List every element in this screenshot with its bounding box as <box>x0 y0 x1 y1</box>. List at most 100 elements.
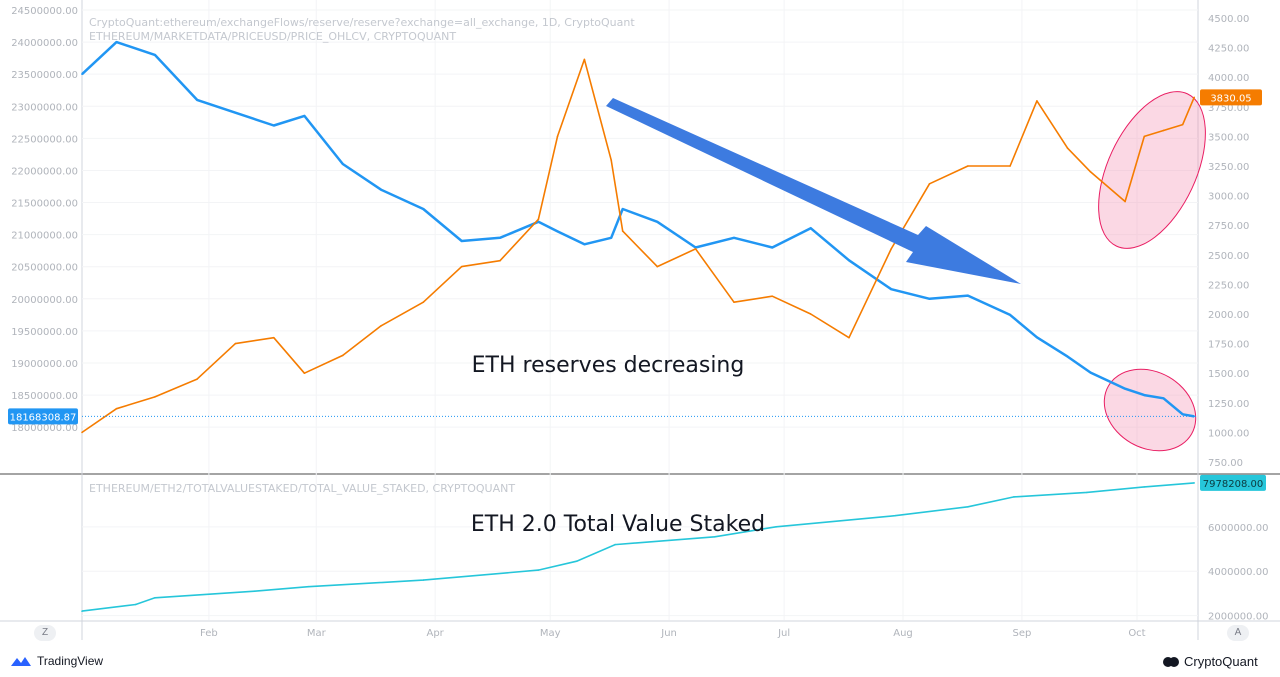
price-point <box>1124 200 1126 203</box>
price-point <box>848 336 850 339</box>
price-point <box>967 165 969 167</box>
price-point <box>928 182 931 185</box>
price-point <box>422 301 425 303</box>
price-point <box>771 295 774 298</box>
tradingview-label: TradingView <box>37 654 104 668</box>
reserve-point <box>694 246 697 249</box>
reserve-point <box>341 163 344 165</box>
reserve-point <box>967 294 969 297</box>
left-tick-label: 20500000.00 <box>11 263 78 274</box>
reserve-point <box>1181 413 1184 416</box>
price-point <box>460 265 463 268</box>
staked-point <box>894 514 896 517</box>
right-tick-label: 4250.00 <box>1208 44 1249 55</box>
reserve-point <box>771 246 774 249</box>
price-point <box>733 301 735 303</box>
reserve-point <box>303 115 306 117</box>
reserve-last-value-tag <box>8 408 78 425</box>
reserve-point <box>1009 314 1011 316</box>
reserve-point <box>656 220 659 223</box>
left-tick-label: 19500000.00 <box>11 327 78 338</box>
zoom-reset-button[interactable]: Z <box>34 625 56 641</box>
reserve-point <box>610 237 613 239</box>
price-point <box>272 336 275 339</box>
price-point <box>81 431 83 434</box>
staked-tick-label: 4000000.00 <box>1208 567 1268 578</box>
staked-tick-label: 6000000.00 <box>1208 523 1268 534</box>
staked-point <box>1013 496 1015 498</box>
staked-point <box>134 603 137 606</box>
reserve-point <box>556 230 559 233</box>
price-point <box>809 313 812 315</box>
watermark-text: ETHEREUM/MARKETDATA/PRICEUSD/PRICE_OHLCV… <box>89 30 456 43</box>
price-point <box>583 58 586 61</box>
staked-point <box>575 560 578 563</box>
right-tick-label: 2750.00 <box>1208 221 1249 232</box>
left-tick-label: 22500000.00 <box>11 134 78 145</box>
tradingview-logo-icon <box>11 657 31 666</box>
right-tick-label: 2000.00 <box>1208 310 1249 321</box>
left-tick-label: 20000000.00 <box>11 295 78 306</box>
cryptoquant-logo-icon <box>1163 656 1179 667</box>
price-point <box>556 135 559 138</box>
reserve-point <box>272 124 275 127</box>
right-tick-label: 3000.00 <box>1208 192 1249 203</box>
reserve-point <box>733 237 735 239</box>
x-tick-label: Apr <box>426 628 444 639</box>
left-tick-label: 23000000.00 <box>11 102 78 113</box>
price-point <box>1036 100 1038 102</box>
cryptoquant-label: CryptoQuant <box>1184 654 1258 669</box>
right-tick-label: 3750.00 <box>1208 103 1249 114</box>
x-tick-label: Aug <box>893 628 913 639</box>
staked-point <box>713 535 716 538</box>
price-point <box>1143 135 1146 138</box>
staked-point <box>967 506 969 508</box>
left-tick-label: 18500000.00 <box>11 391 78 402</box>
trend-arrow <box>606 98 1021 284</box>
staked-point <box>1143 486 1146 488</box>
x-tick-label: Oct <box>1128 628 1145 639</box>
price-last-value-text: 3830.05 <box>1210 93 1251 104</box>
reserve-point <box>154 54 156 56</box>
price-point <box>1193 96 1195 99</box>
staked-line[interactable] <box>81 482 1195 612</box>
x-tick-label: Feb <box>200 628 218 639</box>
price-point <box>499 259 501 262</box>
reserve-point <box>196 99 198 101</box>
price-point <box>610 159 613 161</box>
tradingview-brand: TradingView <box>10 654 103 668</box>
reserve-point <box>1162 397 1165 400</box>
right-tick-label: 4000.00 <box>1208 73 1249 84</box>
price-point <box>537 218 540 221</box>
right-tick-label: 4500.00 <box>1208 14 1249 25</box>
staked-tick-label: 2000000.00 <box>1208 612 1268 623</box>
staked-point <box>154 597 156 599</box>
reserve-point <box>234 111 237 114</box>
staked-point <box>253 590 256 592</box>
reserve-point <box>848 259 850 262</box>
reserve-point <box>81 73 83 75</box>
x-tick-label: Sep <box>1012 628 1031 639</box>
reserve-point <box>1124 387 1126 390</box>
watermark-text: CryptoQuant:ethereum/exchangeFlows/reser… <box>89 16 635 29</box>
reserve-highlight-ellipse <box>1103 368 1197 452</box>
staked-point <box>614 543 616 546</box>
watermark-text: ETHEREUM/ETH2/TOTALVALUESTAKED/TOTAL_VAL… <box>89 482 515 495</box>
staked-point <box>1193 482 1195 484</box>
reserve-point <box>809 227 812 230</box>
price-point <box>694 248 697 250</box>
price-point <box>380 325 382 327</box>
left-tick-label: 24000000.00 <box>11 38 78 49</box>
right-tick-label: 3500.00 <box>1208 132 1249 143</box>
staked-last-value-text: 7978208.00 <box>1203 479 1263 490</box>
auto-scale-button[interactable]: A <box>1227 625 1249 641</box>
reserve-point <box>115 41 118 43</box>
reserve-point <box>380 188 382 191</box>
x-tick-label: May <box>540 628 561 639</box>
staked-point <box>307 585 310 588</box>
right-tick-label: 2250.00 <box>1208 280 1249 291</box>
reserve-point <box>621 208 624 210</box>
reserves-annotation: ETH reserves decreasing <box>472 353 745 378</box>
price-point <box>1009 165 1011 167</box>
